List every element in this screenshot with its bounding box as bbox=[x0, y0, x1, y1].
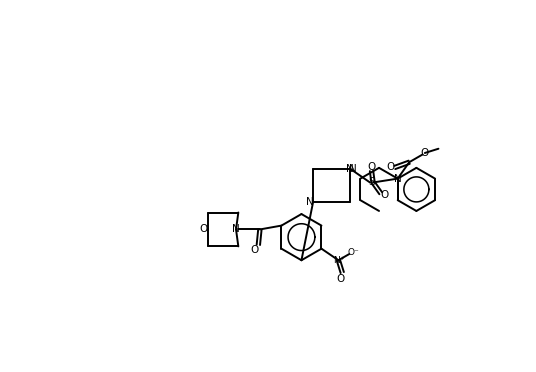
Text: N: N bbox=[346, 164, 354, 174]
Text: S: S bbox=[368, 177, 375, 187]
Text: N: N bbox=[232, 224, 240, 234]
Text: N⁺: N⁺ bbox=[333, 256, 344, 265]
Text: O: O bbox=[367, 162, 376, 172]
Text: O: O bbox=[250, 245, 259, 255]
Text: O: O bbox=[421, 148, 429, 158]
Text: O: O bbox=[199, 224, 208, 234]
Text: O: O bbox=[337, 274, 345, 284]
Text: N: N bbox=[349, 164, 357, 174]
Text: O⁻: O⁻ bbox=[347, 248, 359, 257]
Text: O: O bbox=[381, 190, 389, 200]
Text: O: O bbox=[387, 163, 395, 173]
Text: N: N bbox=[394, 174, 401, 184]
Text: N: N bbox=[306, 198, 314, 208]
